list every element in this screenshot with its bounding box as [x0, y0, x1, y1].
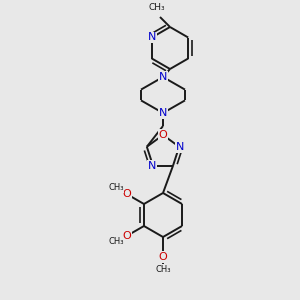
Text: O: O — [159, 130, 167, 140]
Text: N: N — [176, 142, 184, 152]
Text: N: N — [159, 108, 167, 118]
Text: CH₃: CH₃ — [109, 238, 124, 247]
Text: O: O — [122, 189, 131, 199]
Text: N: N — [159, 72, 167, 82]
Text: O: O — [159, 252, 167, 262]
Text: O: O — [122, 231, 131, 241]
Text: CH₃: CH₃ — [155, 265, 171, 274]
Text: N: N — [148, 161, 156, 171]
Text: CH₃: CH₃ — [109, 184, 124, 193]
Text: CH₃: CH₃ — [149, 3, 165, 12]
Text: N: N — [148, 32, 156, 43]
